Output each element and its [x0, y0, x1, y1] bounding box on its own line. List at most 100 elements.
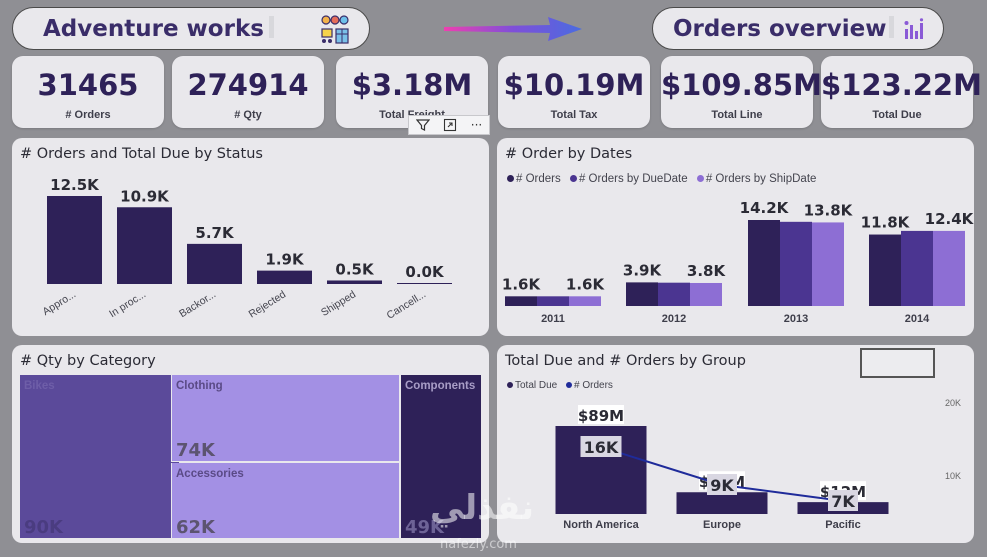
chart-title: Total Due and # Orders by Group [505, 353, 746, 369]
kpi-orders[interactable]: 31465 # Orders [12, 56, 164, 128]
kpi-value: $10.19M [503, 68, 645, 102]
legend-item[interactable]: # Orders by DueDate [569, 173, 688, 185]
data-label: 5.7K [195, 224, 235, 242]
data-label: 12.5K [50, 176, 100, 194]
category-label: Backor... [177, 288, 218, 320]
status-bar-chart[interactable]: 12.5K Appro... 10.9K In proc... 5.7K Backor..… [12, 138, 489, 336]
status-bar[interactable] [257, 270, 312, 284]
data-label: $89M [578, 407, 624, 425]
report-title-pill: Adventure works [12, 7, 370, 50]
kpi-value: $3.18M [351, 68, 473, 102]
filter-icon[interactable] [415, 118, 430, 132]
visual-header-toolbar: ··· [408, 115, 490, 135]
category-label: Cancell... [385, 288, 428, 321]
legend-item[interactable]: # Orders [566, 380, 613, 391]
label-bg [578, 405, 624, 424]
category-label: Rejected [247, 288, 289, 320]
status-bar[interactable] [117, 207, 172, 284]
selection-box[interactable] [860, 348, 935, 378]
kpi-label: Total Due [872, 109, 922, 121]
year-label: 2013 [784, 313, 808, 325]
status-bar[interactable] [187, 243, 242, 284]
status-chart-panel[interactable]: # Orders and Total Due by Status 12.5K Ap… [12, 138, 489, 336]
bar-chart-icon [904, 18, 924, 39]
treemap-tile-clothing[interactable]: Clothing 74K [171, 375, 399, 462]
date-bar[interactable] [690, 282, 722, 306]
kpi-label: Total Tax [550, 109, 598, 121]
treemap-tile-bikes[interactable]: Bikes 90K [20, 375, 179, 538]
date-bar[interactable] [748, 220, 780, 306]
group-chart-panel[interactable]: Total Due and # Orders by Group Total Du… [497, 345, 974, 543]
label-bg [828, 490, 858, 511]
tile-value: 62K [176, 517, 215, 538]
year-label: 2014 [905, 313, 930, 325]
legend-dot-icon [569, 175, 577, 182]
date-bar[interactable] [569, 296, 601, 306]
date-bar[interactable] [537, 296, 569, 306]
status-bar[interactable] [47, 196, 102, 284]
data-label: 3.8K [687, 262, 727, 280]
tile-name: Bikes [24, 380, 55, 392]
axis-tick: 20K [945, 398, 961, 408]
watermark-latin: nafezly.com [440, 537, 517, 552]
date-bar[interactable] [780, 221, 812, 306]
date-bar[interactable] [812, 222, 844, 306]
label-bg [580, 436, 622, 457]
label-bg [707, 474, 737, 495]
date-bar[interactable] [869, 234, 901, 306]
category-label: In proc... [107, 288, 148, 320]
data-label: 11.8K [861, 214, 911, 232]
status-bar[interactable] [327, 280, 382, 284]
date-bar[interactable] [901, 230, 933, 306]
kpi-value: 31465 [37, 68, 139, 102]
report-title: Adventure works [43, 16, 264, 42]
category-label: Appro... [41, 288, 79, 318]
more-options-icon[interactable]: ··· [470, 118, 483, 132]
group-label: North America [563, 519, 639, 531]
data-label: 12.4K [925, 210, 974, 228]
data-label: 7K [831, 492, 855, 511]
focus-mode-icon[interactable] [443, 118, 457, 132]
legend-item[interactable]: Total Due [507, 380, 557, 391]
watermark-arabic: نفذلي [430, 488, 535, 528]
title-separator [269, 16, 274, 38]
treemap-tile-components[interactable]: Components 49K [400, 375, 481, 538]
dates-chart-panel[interactable]: # Order by Dates # Orders # Orders by Du… [497, 138, 974, 336]
dates-bar-chart[interactable]: 1.6K 1.6K 2011 3.9K 3.8K 2012 14.2K 13.8K 2013 11… [497, 138, 974, 336]
people-cart-icon [321, 15, 349, 44]
date-bar[interactable] [658, 282, 690, 306]
kpi-line[interactable]: $109.85M Total Line [661, 56, 822, 128]
kpi-value: $123.22M [821, 68, 982, 102]
treemap-tile-accessories[interactable]: Accessories 62K [171, 463, 399, 538]
data-label: 1.6K [566, 275, 606, 293]
data-label: 1.9K [265, 251, 305, 269]
data-label: 13.8K [804, 201, 854, 219]
total-due-bar[interactable] [676, 492, 768, 514]
chart-legend: # Orders # Orders by DueDate # Orders by… [507, 173, 822, 185]
chart-title: # Qty by Category [20, 353, 156, 369]
page-title: Orders overview [673, 16, 887, 42]
legend-dot-icon [507, 382, 513, 388]
data-label: 16K [584, 438, 619, 457]
legend-item[interactable]: # Orders [507, 173, 561, 185]
date-bar[interactable] [933, 230, 965, 306]
kpi-qty[interactable]: 274914 # Qty [172, 56, 324, 128]
data-label: 14.2K [740, 199, 790, 217]
kpi-due[interactable]: $123.22M Total Due [821, 56, 982, 128]
year-label: 2011 [541, 313, 565, 325]
tile-name: Clothing [176, 380, 223, 392]
data-label: 0.0K [405, 263, 445, 281]
kpi-label: Total Line [711, 109, 763, 121]
group-label: Europe [703, 519, 741, 531]
category-chart-panel[interactable]: # Qty by Category Bikes 90K Clothing 74K… [12, 345, 489, 543]
status-bar[interactable] [397, 283, 452, 284]
legend-item[interactable]: # Orders by ShipDate [696, 173, 816, 185]
chart-title: # Orders and Total Due by Status [20, 146, 263, 162]
chart-legend: Total Due # Orders [507, 380, 619, 391]
date-bar[interactable] [505, 296, 537, 306]
tile-value: 49K [405, 517, 444, 538]
kpi-tax[interactable]: $10.19M Total Tax [498, 56, 650, 128]
date-bar[interactable] [626, 282, 658, 306]
tile-value: 74K [176, 440, 215, 461]
